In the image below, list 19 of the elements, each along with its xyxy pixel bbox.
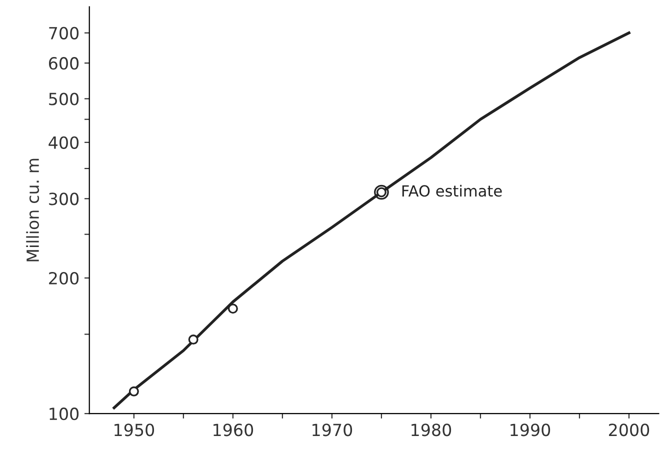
- point: [128, 386, 139, 396]
- x-tick-label: 1960: [214, 424, 254, 436]
- point: [188, 334, 198, 345]
- y-tick-label: 600: [49, 57, 79, 70]
- x-tick-label: 1970: [312, 424, 352, 436]
- y-tick-label: 500: [49, 92, 79, 106]
- y-tick-label: 200: [49, 272, 79, 285]
- x-tick-label: 1980: [412, 424, 452, 436]
- point: [228, 304, 238, 314]
- y-tick-label: 100: [50, 408, 79, 420]
- y-tick-label: 700: [49, 26, 79, 40]
- line-series: [112, 32, 630, 410]
- annotation: FAO estimate: [402, 184, 502, 197]
- x-tick-label: 1990: [510, 424, 550, 436]
- y-tick-label: 400: [48, 136, 79, 149]
- x-tick-label: 1950: [114, 424, 154, 436]
- y-tick-label: 300: [49, 192, 79, 206]
- y-axis-title: Million cu. m: [26, 158, 40, 262]
- x-tick-label: 2000: [609, 424, 650, 436]
